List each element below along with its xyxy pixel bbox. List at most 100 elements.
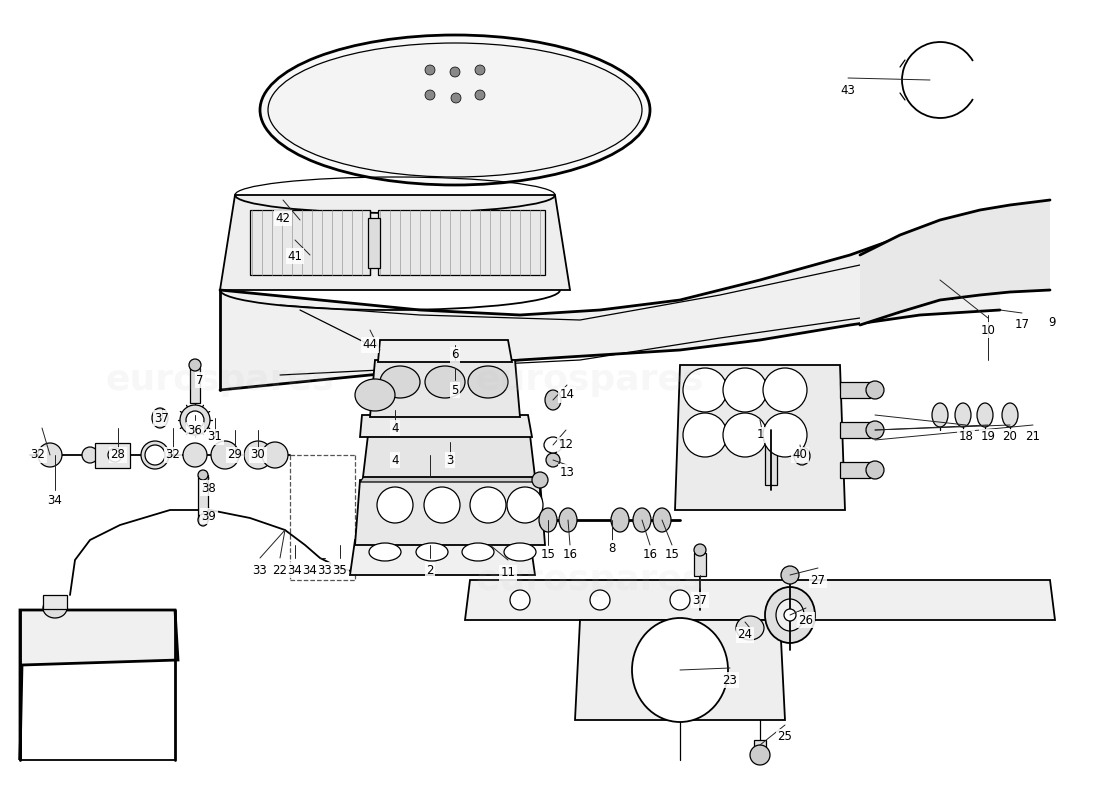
Ellipse shape bbox=[425, 366, 465, 398]
Text: 37: 37 bbox=[693, 594, 707, 606]
Bar bbox=[198, 475, 208, 520]
Ellipse shape bbox=[670, 590, 690, 610]
Ellipse shape bbox=[450, 67, 460, 77]
Bar bbox=[190, 368, 200, 403]
Text: 35: 35 bbox=[332, 563, 348, 577]
Ellipse shape bbox=[750, 745, 770, 765]
Ellipse shape bbox=[141, 441, 169, 469]
Bar bbox=[694, 553, 706, 576]
Text: 9: 9 bbox=[1048, 315, 1056, 329]
Polygon shape bbox=[360, 415, 532, 437]
Text: 20: 20 bbox=[1002, 430, 1018, 443]
Ellipse shape bbox=[977, 403, 993, 427]
Text: 7: 7 bbox=[196, 374, 204, 386]
Ellipse shape bbox=[590, 590, 610, 610]
Ellipse shape bbox=[694, 544, 706, 556]
Text: 30: 30 bbox=[251, 449, 265, 462]
Ellipse shape bbox=[784, 609, 796, 621]
Ellipse shape bbox=[425, 65, 435, 75]
Ellipse shape bbox=[866, 421, 884, 439]
Text: 39: 39 bbox=[201, 510, 217, 522]
Polygon shape bbox=[360, 475, 540, 482]
Polygon shape bbox=[250, 210, 370, 275]
Ellipse shape bbox=[653, 508, 671, 532]
Ellipse shape bbox=[1002, 403, 1018, 427]
Ellipse shape bbox=[186, 411, 204, 429]
Text: 18: 18 bbox=[958, 430, 974, 443]
Ellipse shape bbox=[462, 543, 494, 561]
Text: 24: 24 bbox=[737, 629, 752, 642]
Text: 2: 2 bbox=[427, 563, 433, 577]
Text: 40: 40 bbox=[793, 449, 807, 462]
Bar bbox=[95, 443, 130, 468]
Text: 14: 14 bbox=[560, 389, 574, 402]
Text: 6: 6 bbox=[451, 349, 459, 362]
Text: 19: 19 bbox=[980, 430, 996, 443]
Ellipse shape bbox=[955, 403, 971, 427]
Ellipse shape bbox=[866, 381, 884, 399]
Text: 41: 41 bbox=[287, 250, 303, 262]
Bar bbox=[840, 462, 870, 478]
Text: 13: 13 bbox=[560, 466, 574, 478]
Ellipse shape bbox=[180, 405, 210, 435]
Ellipse shape bbox=[416, 543, 448, 561]
Ellipse shape bbox=[736, 616, 764, 640]
Polygon shape bbox=[355, 480, 544, 545]
Ellipse shape bbox=[723, 413, 767, 457]
Text: 33: 33 bbox=[253, 563, 267, 577]
Text: 28: 28 bbox=[111, 449, 125, 462]
Polygon shape bbox=[378, 210, 544, 275]
Text: 4: 4 bbox=[392, 454, 398, 466]
Text: 21: 21 bbox=[1025, 430, 1041, 443]
Polygon shape bbox=[370, 360, 520, 417]
Ellipse shape bbox=[82, 447, 98, 463]
Ellipse shape bbox=[424, 487, 460, 523]
Text: 38: 38 bbox=[201, 482, 217, 494]
Text: 11: 11 bbox=[500, 566, 516, 579]
Text: 44: 44 bbox=[363, 338, 377, 351]
Polygon shape bbox=[350, 540, 535, 575]
Ellipse shape bbox=[610, 508, 629, 532]
Bar bbox=[754, 740, 766, 755]
Ellipse shape bbox=[546, 453, 560, 467]
Text: 15: 15 bbox=[664, 549, 680, 562]
Text: 16: 16 bbox=[562, 549, 578, 562]
Polygon shape bbox=[220, 195, 570, 290]
Polygon shape bbox=[220, 210, 1000, 390]
Ellipse shape bbox=[470, 487, 506, 523]
Text: 32: 32 bbox=[166, 449, 180, 462]
Ellipse shape bbox=[377, 487, 412, 523]
Ellipse shape bbox=[532, 472, 548, 488]
Ellipse shape bbox=[544, 390, 561, 410]
Text: 32: 32 bbox=[31, 449, 45, 462]
Text: 12: 12 bbox=[559, 438, 573, 451]
Ellipse shape bbox=[544, 437, 562, 453]
Text: 26: 26 bbox=[799, 614, 814, 626]
Text: 37: 37 bbox=[155, 411, 169, 425]
Ellipse shape bbox=[451, 93, 461, 103]
Ellipse shape bbox=[932, 403, 948, 427]
Text: 5: 5 bbox=[451, 383, 459, 397]
Text: 36: 36 bbox=[188, 423, 202, 437]
Bar bbox=[764, 430, 777, 485]
Polygon shape bbox=[368, 218, 379, 268]
Ellipse shape bbox=[781, 566, 799, 584]
Text: 3: 3 bbox=[447, 454, 453, 466]
Polygon shape bbox=[363, 435, 535, 477]
Text: 34: 34 bbox=[47, 494, 63, 506]
Polygon shape bbox=[675, 365, 845, 510]
Text: 1: 1 bbox=[757, 429, 763, 442]
Polygon shape bbox=[20, 610, 178, 760]
Ellipse shape bbox=[244, 441, 272, 469]
Polygon shape bbox=[465, 580, 1055, 620]
Text: 34: 34 bbox=[287, 563, 303, 577]
Text: 34: 34 bbox=[302, 563, 318, 577]
Ellipse shape bbox=[559, 508, 578, 532]
Ellipse shape bbox=[723, 368, 767, 412]
Text: eurospares: eurospares bbox=[106, 363, 334, 397]
Text: eurospares: eurospares bbox=[475, 363, 704, 397]
Ellipse shape bbox=[632, 508, 651, 532]
Ellipse shape bbox=[43, 598, 67, 618]
Ellipse shape bbox=[507, 487, 543, 523]
Ellipse shape bbox=[183, 443, 207, 467]
